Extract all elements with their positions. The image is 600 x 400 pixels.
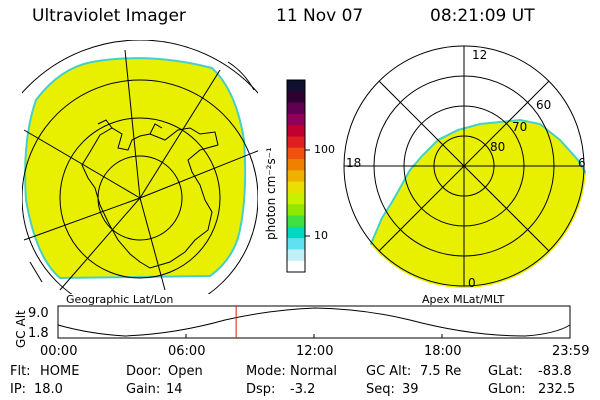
colorbar-cell: [287, 125, 305, 137]
mlat-label-60: 60: [536, 98, 552, 112]
seq-value: 39: [402, 382, 419, 397]
altitude-ytick-high: 9.0: [28, 306, 49, 321]
mode-value: Normal: [290, 364, 338, 379]
altitude-xtick-0000: 00:00: [40, 344, 78, 359]
left-emission-region: [24, 57, 247, 280]
gcalt-value: 7.5 Re: [420, 364, 462, 379]
colorbar-cell: [287, 136, 305, 149]
colorbar-cell: [287, 91, 305, 104]
altitude-ytick-low: 1.8: [28, 326, 49, 341]
altitude-x-ticks: [185, 334, 443, 338]
ip-value: 18.0: [34, 382, 63, 397]
colorbar-cell: [287, 159, 305, 171]
altitude-xtick-1800: 18:00: [424, 344, 462, 359]
mode-label: Mode:: [246, 364, 286, 379]
colorbar-cell: [287, 238, 305, 250]
altitude-axis-label: GC Alt: [14, 310, 28, 348]
altitude-xtick-2359: 23:59: [552, 344, 590, 359]
image-time: 08:21:09 UT: [430, 6, 535, 26]
glon-value: 232.5: [538, 382, 576, 397]
altitude-xtick-1200: 12:00: [296, 344, 334, 359]
mlt-spokes: [344, 46, 584, 286]
door-label: Door:: [126, 364, 162, 379]
dsp-value: -3.2: [290, 382, 316, 397]
colorbar-tick-10: 10: [314, 229, 328, 242]
colorbar-tick-100: 100: [314, 143, 335, 156]
glon-label: GLon:: [488, 382, 526, 397]
mlat-label-80: 80: [490, 140, 506, 154]
colorbar-cell: [287, 204, 305, 217]
colorbar-cell: [287, 181, 305, 194]
colorbar-cell: [287, 113, 305, 126]
colorbar-cell: [287, 102, 305, 115]
left-longitude-lines: [23, 49, 258, 291]
altitude-xtick-0600: 06:00: [168, 344, 206, 359]
gain-value: 14: [166, 382, 183, 397]
altitude-curve: [57, 307, 571, 337]
mlt-label-0: 0: [468, 276, 476, 290]
mlat-label-70: 70: [512, 120, 528, 134]
image-date: 11 Nov 07: [276, 6, 364, 26]
ip-label: IP:: [10, 382, 27, 397]
glat-label: GLat:: [488, 364, 523, 379]
flt-value: HOME: [40, 364, 80, 379]
colorbar-cell: [287, 80, 305, 92]
colorbar-cell: [287, 249, 305, 262]
instrument-title: Ultraviolet Imager: [32, 6, 186, 26]
colorbar-cell: [287, 215, 305, 228]
gcalt-label: GC Alt:: [366, 364, 412, 379]
colorbar-cell: [287, 226, 305, 239]
colorbar-cell: [287, 260, 305, 273]
mlt-label-6: 6: [578, 156, 586, 170]
dsp-label: Dsp:: [246, 382, 276, 397]
glat-value: -83.8: [538, 364, 572, 379]
left-map-caption: Geographic Lat/Lon: [66, 293, 174, 306]
mlt-label-12: 12: [472, 48, 488, 62]
seq-label: Seq:: [366, 382, 395, 397]
mlt-label-18: 18: [346, 156, 362, 170]
antarctica-coastline: [81, 119, 219, 269]
left-outer-arcs: [29, 61, 255, 283]
flt-label: Flt:: [10, 364, 31, 379]
colorbar-cell: [287, 170, 305, 183]
right-map-caption: Apex MLat/MLT: [422, 293, 505, 306]
colorbar-cell: [287, 147, 305, 160]
colorbar-cell: [287, 192, 305, 205]
door-value: Open: [168, 364, 203, 379]
right-emission-region: [358, 118, 586, 288]
gain-label: Gain:: [126, 382, 161, 397]
